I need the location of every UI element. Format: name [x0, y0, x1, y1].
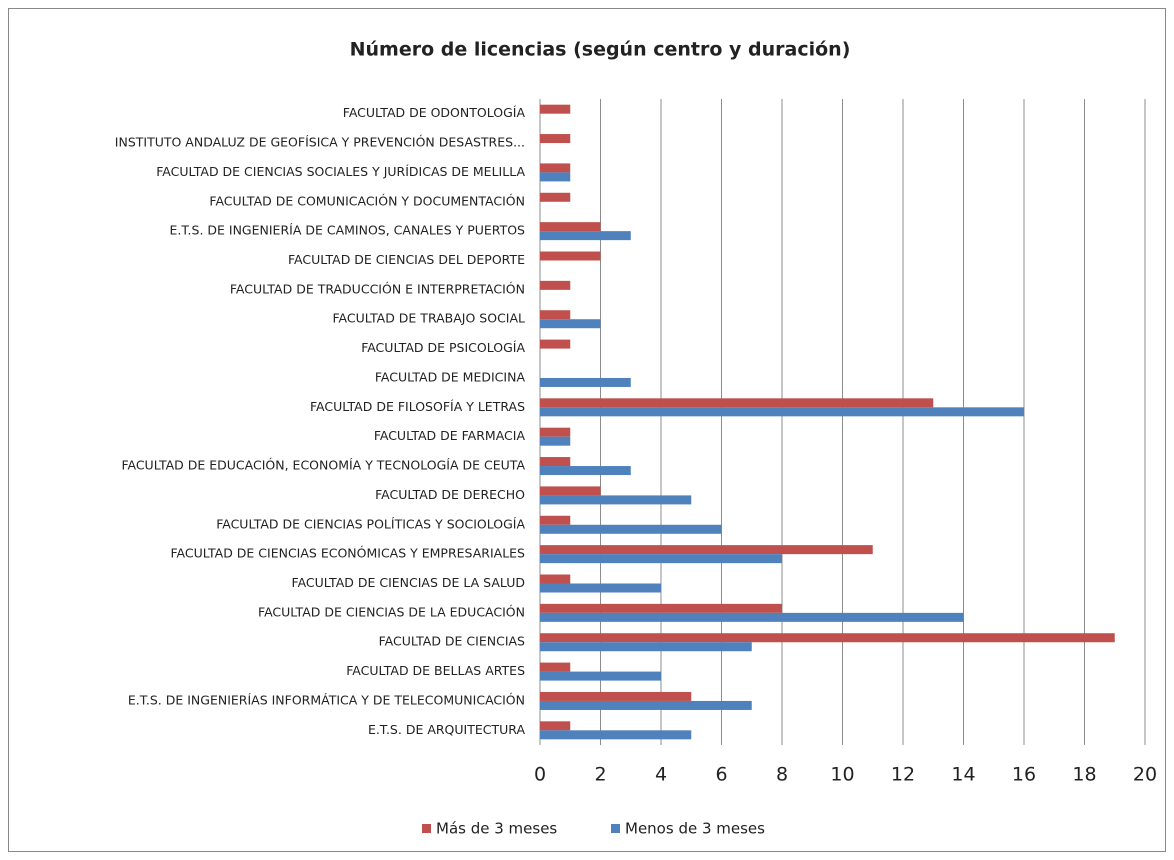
- y-tick-label: FACULTAD DE FILOSOFÍA Y LETRAS: [310, 399, 525, 414]
- bar: [540, 466, 631, 476]
- y-tick-label: FACULTAD DE CIENCIAS SOCIALES Y JURÍDICA…: [156, 164, 525, 179]
- bar: [540, 662, 571, 672]
- y-tick-label: FACULTAD DE MEDICINA: [375, 369, 526, 384]
- bar: [540, 407, 1024, 417]
- bar: [540, 691, 692, 701]
- y-tick-label: FACULTAD DE BELLAS ARTES: [346, 663, 525, 678]
- bar: [540, 427, 571, 437]
- bar: [540, 721, 571, 731]
- bar: [540, 172, 571, 182]
- bar: [540, 612, 964, 622]
- y-tick-label: FACULTAD DE CIENCIAS DEL DEPORTE: [288, 252, 525, 267]
- bar: [540, 633, 1115, 643]
- y-tick-label: FACULTAD DE CIENCIAS ECONÓMICAS Y EMPRES…: [170, 546, 525, 561]
- y-tick-label: FACULTAD DE TRADUCCIÓN E INTERPRETACIÓN: [230, 281, 525, 296]
- x-tick-label: 18: [1072, 764, 1096, 786]
- bar: [540, 545, 873, 555]
- x-tick-label: 10: [830, 764, 854, 786]
- x-tick-label: 14: [951, 764, 975, 786]
- bar: [540, 642, 752, 652]
- y-tick-label: FACULTAD DE CIENCIAS POLÍTICAS Y SOCIOLO…: [216, 516, 525, 531]
- bar: [540, 339, 571, 349]
- y-tick-label: E.T.S. DE ARQUITECTURA: [368, 722, 526, 737]
- bar: [540, 457, 571, 467]
- x-tick-label: 16: [1012, 764, 1036, 786]
- x-tick-label: 0: [534, 764, 546, 786]
- bar: [540, 583, 661, 593]
- legend-label: Menos de 3 meses: [625, 820, 765, 838]
- chart-title: Número de licencias (según centro y dura…: [350, 39, 851, 61]
- bar: [540, 377, 631, 387]
- bar: [540, 486, 601, 496]
- y-tick-label: FACULTAD DE EDUCACIÓN, ECONOMÍA Y TECNOL…: [121, 458, 525, 473]
- y-tick-label: FACULTAD DE TRABAJO SOCIAL: [333, 311, 526, 326]
- legend-label: Más de 3 meses: [436, 820, 557, 838]
- y-tick-label: FACULTAD DE PSICOLOGÍA: [361, 340, 525, 355]
- chart-border: [8, 8, 1166, 852]
- x-tick-label: 12: [891, 764, 915, 786]
- bar: [540, 319, 601, 329]
- bar: [540, 280, 571, 290]
- bar: [540, 163, 571, 173]
- x-tick-label: 4: [655, 764, 667, 786]
- bar: [540, 524, 722, 534]
- x-tick-label: 2: [594, 764, 606, 786]
- y-tick-label: FACULTAD DE CIENCIAS: [379, 634, 525, 649]
- legend-swatch: [611, 824, 620, 833]
- y-tick-label: FACULTAD DE CIENCIAS DE LA EDUCACIÓN: [258, 604, 525, 619]
- bar: [540, 554, 782, 564]
- bar: [540, 730, 692, 740]
- y-tick-label: INSTITUTO ANDALUZ DE GEOFÍSICA Y PREVENC…: [115, 135, 525, 150]
- x-tick-label: 20: [1133, 764, 1157, 786]
- bar: [540, 104, 571, 114]
- bar: [540, 515, 571, 525]
- y-tick-label: FACULTAD DE ODONTOLOGÍA: [343, 105, 526, 120]
- y-tick-label: E.T.S. DE INGENIERÍAS INFORMÁTICA Y DE T…: [128, 692, 525, 707]
- legend-swatch: [422, 824, 431, 833]
- bar: [540, 251, 601, 261]
- y-tick-label: FACULTAD DE FARMACIA: [374, 428, 526, 443]
- bar: [540, 671, 661, 681]
- bar: [540, 700, 752, 710]
- bar: [540, 222, 601, 232]
- bar: [540, 231, 631, 241]
- bar: [540, 310, 571, 320]
- y-tick-label: E.T.S. DE INGENIERÍA DE CAMINOS, CANALES…: [170, 223, 526, 238]
- y-tick-label: FACULTAD DE CIENCIAS DE LA SALUD: [292, 575, 525, 590]
- bar: [540, 134, 571, 144]
- y-tick-label: FACULTAD DE DERECHO: [375, 487, 525, 502]
- bar: [540, 436, 571, 446]
- x-tick-label: 8: [776, 764, 788, 786]
- x-tick-label: 6: [715, 764, 727, 786]
- bar: [540, 603, 782, 613]
- y-tick-label: FACULTAD DE COMUNICACIÓN Y DOCUMENTACIÓN: [209, 193, 525, 208]
- bar: [540, 192, 571, 202]
- bar: [540, 574, 571, 584]
- bar: [540, 495, 692, 505]
- bar: [540, 398, 934, 408]
